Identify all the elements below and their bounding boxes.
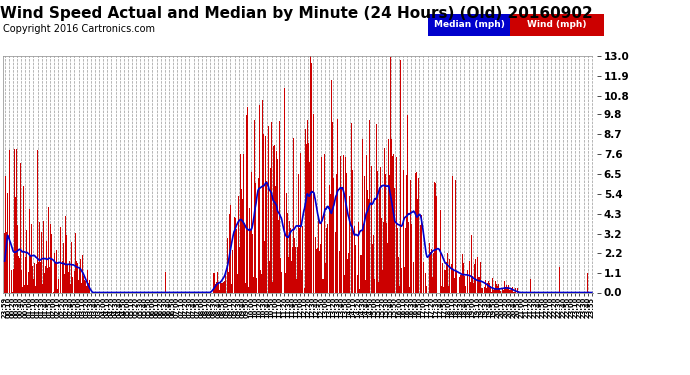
Bar [511, 14, 604, 36]
Text: Wind Speed Actual and Median by Minute (24 Hours) (Old) 20160902: Wind Speed Actual and Median by Minute (… [0, 6, 593, 21]
Text: Copyright 2016 Cartronics.com: Copyright 2016 Cartronics.com [3, 24, 155, 34]
Bar [428, 14, 511, 36]
Text: Median (mph): Median (mph) [434, 20, 504, 29]
Text: Wind (mph): Wind (mph) [527, 20, 587, 29]
